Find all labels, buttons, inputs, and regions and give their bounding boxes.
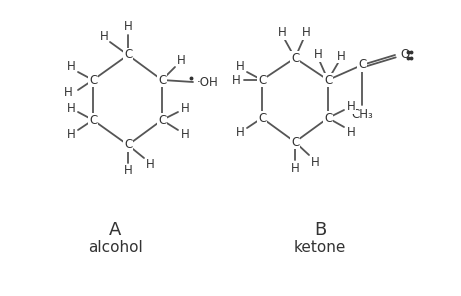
Text: H: H — [177, 54, 185, 67]
Text: ·OH: ·OH — [197, 75, 219, 89]
Text: ketone: ketone — [294, 240, 346, 255]
Text: CH₃: CH₃ — [351, 109, 373, 121]
Text: H: H — [181, 102, 189, 115]
Text: H: H — [347, 101, 355, 113]
Text: alcohol: alcohol — [88, 240, 142, 255]
Text: C: C — [324, 112, 332, 125]
Text: H: H — [301, 27, 310, 39]
Text: H: H — [278, 27, 286, 39]
Text: C: C — [258, 112, 266, 125]
Text: H: H — [290, 162, 299, 175]
Text: H: H — [311, 155, 319, 168]
Text: B: B — [314, 221, 326, 239]
Text: C: C — [358, 59, 366, 72]
Text: C: C — [158, 113, 166, 126]
Text: H: H — [231, 73, 240, 86]
Text: C: C — [291, 52, 299, 65]
Text: H: H — [337, 49, 345, 62]
Text: H: H — [181, 128, 189, 141]
Text: C: C — [291, 136, 299, 149]
Text: H: H — [146, 158, 154, 171]
Text: C: C — [89, 113, 97, 126]
Text: H: H — [67, 128, 76, 141]
Text: H: H — [64, 86, 72, 99]
Text: A: A — [109, 221, 121, 239]
Text: H: H — [236, 60, 244, 73]
Text: C: C — [258, 73, 266, 86]
Text: C: C — [324, 73, 332, 86]
Text: C: C — [158, 73, 166, 86]
Text: H: H — [124, 20, 132, 33]
Text: C: C — [124, 49, 132, 62]
Text: C: C — [124, 139, 132, 152]
Text: H: H — [67, 102, 76, 115]
Text: H: H — [347, 126, 355, 139]
Text: C: C — [89, 73, 97, 86]
Text: H: H — [313, 49, 322, 62]
Text: H: H — [236, 126, 244, 139]
Text: H: H — [124, 165, 132, 178]
Text: H: H — [100, 30, 108, 43]
Text: O: O — [400, 49, 409, 62]
Text: H: H — [67, 60, 76, 73]
